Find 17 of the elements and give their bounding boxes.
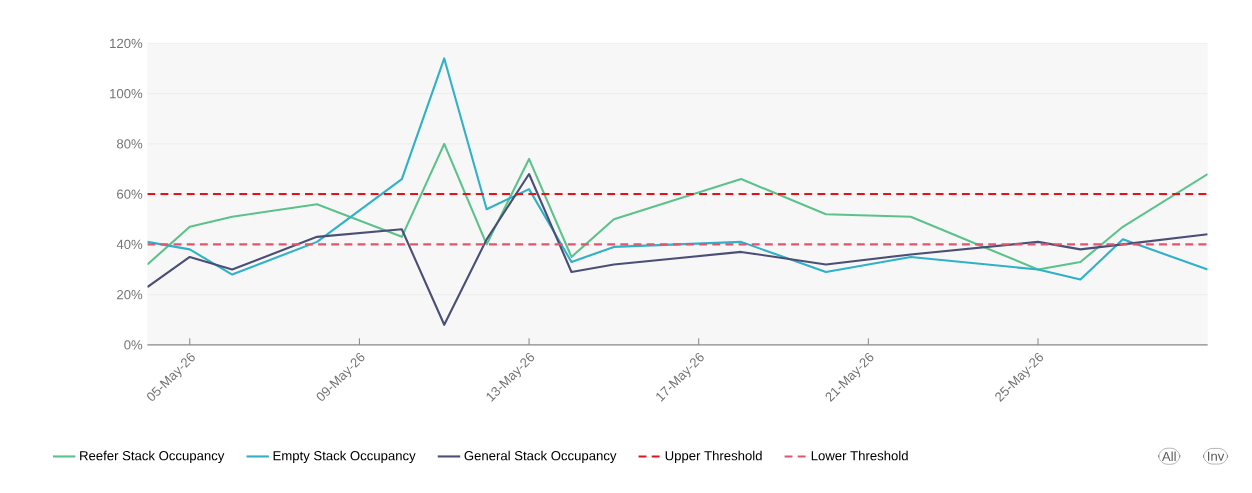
y-tick-label: 120%	[110, 38, 143, 49]
line-series	[147, 57, 1208, 281]
y-tick-label: 0%	[124, 340, 143, 350]
legend-label: General Stack Occupancy	[464, 450, 617, 464]
line-series	[147, 142, 1208, 271]
legend-label: Upper Threshold	[665, 450, 762, 464]
legend-label: Lower Threshold	[811, 450, 908, 461]
text: Inv	[1208, 451, 1225, 461]
text: All	[1161, 451, 1176, 462]
legend-label: Empty Stack Occupancy	[273, 450, 416, 464]
legend-label: Reefer Stack Occupancy	[80, 450, 225, 464]
line-series	[147, 173, 1208, 326]
y-tick-label: 100%	[110, 89, 143, 99]
y-tick-label: 60%	[117, 189, 143, 199]
y-tick-label: 80%	[116, 139, 143, 149]
y-tick-label: 40%	[116, 239, 143, 250]
y-tick-label: 20%	[117, 290, 143, 300]
